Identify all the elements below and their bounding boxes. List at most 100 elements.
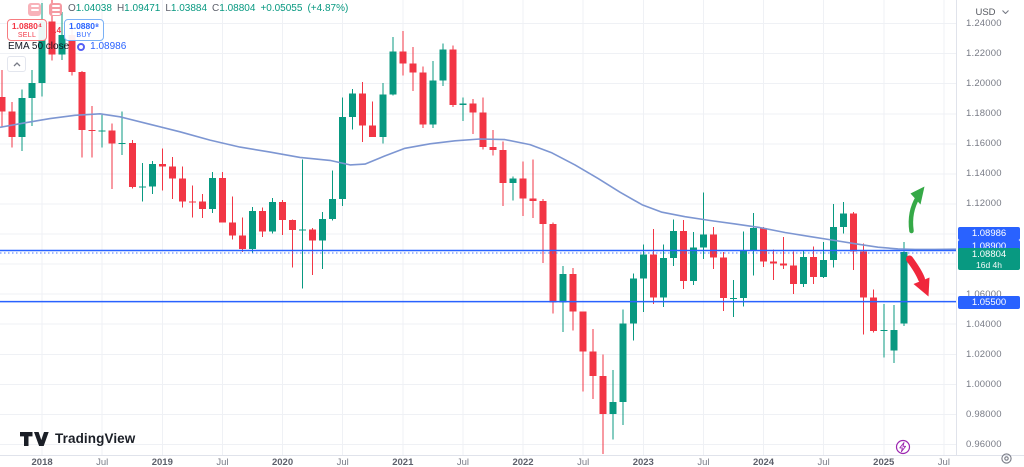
candle-body[interactable] [108, 130, 116, 144]
sell-button[interactable]: 1.0880⁴ SELL [7, 19, 47, 41]
candle-body[interactable] [870, 297, 878, 332]
price-axis-label[interactable]: 1.18000 [966, 108, 1002, 120]
price-axis-label[interactable]: 1.04000 [966, 318, 1002, 330]
price-axis-label[interactable]: 1.14000 [966, 168, 1002, 180]
candle-body[interactable] [128, 143, 136, 188]
time-axis-label[interactable]: Jul [937, 457, 950, 467]
time-axis-label[interactable]: 2023 [632, 457, 654, 467]
time-axis-label[interactable]: 2019 [151, 457, 173, 467]
candle-body[interactable] [28, 82, 36, 99]
candle-body[interactable] [760, 228, 768, 262]
candle-body[interactable] [449, 49, 457, 106]
candle-body[interactable] [329, 198, 337, 219]
price-axis-label[interactable]: 1.20000 [966, 78, 1002, 90]
candle-body[interactable] [669, 231, 677, 259]
candle-body[interactable] [158, 163, 166, 167]
up-arrow-annotation[interactable] [908, 186, 925, 234]
candle-body[interactable] [118, 143, 126, 145]
candle-body[interactable] [379, 94, 387, 137]
candle-body[interactable] [499, 149, 507, 184]
candle-body[interactable] [68, 35, 76, 72]
candle-body[interactable] [639, 254, 647, 279]
candle-body[interactable] [399, 51, 407, 64]
candle-body[interactable] [619, 323, 627, 403]
candle-body[interactable] [800, 256, 808, 285]
time-axis-label[interactable]: 2018 [31, 457, 53, 467]
tradingview-logo[interactable]: TradingView [20, 431, 135, 446]
ema-50-line[interactable] [0, 113, 957, 251]
candle-body[interactable] [629, 278, 637, 324]
candle-body[interactable] [289, 220, 297, 230]
candle-body[interactable] [389, 51, 397, 95]
candle-body[interactable] [709, 234, 717, 258]
candle-body[interactable] [58, 35, 66, 55]
lightning-icon[interactable] [895, 439, 911, 455]
candle-body[interactable] [840, 213, 848, 227]
candle-body[interactable] [208, 177, 216, 209]
candle-body[interactable] [178, 178, 186, 202]
currency-selector[interactable]: USD [964, 4, 1020, 20]
candle-body[interactable] [319, 218, 327, 241]
candle-body[interactable] [679, 231, 687, 282]
candle-body[interactable] [359, 93, 367, 126]
candle-body[interactable] [589, 351, 597, 377]
candle-body[interactable] [559, 273, 567, 303]
candle-body[interactable] [770, 261, 778, 264]
candle-body[interactable] [198, 201, 206, 209]
candle-body[interactable] [18, 98, 26, 137]
candle-body[interactable] [609, 402, 617, 415]
candle-body[interactable] [539, 201, 547, 224]
candle-body[interactable] [8, 111, 16, 137]
candle-body[interactable] [138, 186, 146, 188]
candle-body[interactable] [489, 146, 497, 150]
candle-body[interactable] [509, 178, 517, 184]
candle-body[interactable] [88, 129, 96, 132]
price-axis-label[interactable]: 0.98000 [966, 408, 1002, 420]
candle-body[interactable] [579, 311, 587, 352]
time-axis-label[interactable]: Jul [817, 457, 830, 467]
candle-body[interactable] [419, 72, 427, 125]
candle-body[interactable] [259, 211, 267, 232]
candle-body[interactable] [479, 112, 487, 147]
candle-body[interactable] [469, 103, 477, 113]
time-axis-label[interactable]: 2021 [392, 457, 414, 467]
candle-body[interactable] [299, 229, 307, 231]
candle-body[interactable] [409, 63, 417, 73]
down-arrow-annotation[interactable] [906, 255, 930, 297]
candle-body[interactable] [880, 329, 888, 332]
menu-icon[interactable] [28, 3, 41, 16]
candle-body[interactable] [780, 263, 788, 266]
price-axis-label[interactable]: 1.12000 [966, 198, 1002, 210]
candle-body[interactable] [830, 226, 838, 261]
candle-body[interactable] [659, 258, 667, 298]
time-axis-label[interactable]: Jul [216, 457, 229, 467]
price-axis-label[interactable]: 1.24000 [966, 18, 1002, 30]
legend-collapse-button[interactable] [7, 56, 26, 72]
list-menu-icon[interactable] [49, 3, 62, 16]
candle-body[interactable] [900, 251, 908, 324]
candle-body[interactable] [429, 80, 437, 125]
candle-body[interactable] [820, 260, 828, 278]
time-axis-label[interactable]: 2025 [873, 457, 895, 467]
candle-body[interactable] [699, 234, 707, 248]
candle-body[interactable] [349, 93, 357, 118]
candle-body[interactable] [38, 21, 46, 83]
candle-body[interactable] [739, 250, 747, 298]
candle-body[interactable] [890, 330, 898, 351]
time-axis-label[interactable]: Jul [336, 457, 349, 467]
indicator-legend[interactable]: EMA 50 close 1.08986 [8, 41, 126, 52]
candle-body[interactable] [218, 177, 226, 223]
candle-body[interactable] [0, 97, 6, 112]
candle-body[interactable] [850, 213, 858, 252]
candle-body[interactable] [238, 235, 246, 250]
price-axis-label[interactable]: 1.06000 [966, 288, 1002, 300]
candle-body[interactable] [148, 163, 156, 187]
candle-body[interactable] [860, 251, 868, 298]
candle-body[interactable] [459, 103, 467, 106]
time-axis-label[interactable]: Jul [456, 457, 469, 467]
candle-body[interactable] [719, 257, 727, 299]
candle-body[interactable] [98, 130, 106, 132]
price-axis-label[interactable]: 1.16000 [966, 138, 1002, 150]
candle-body[interactable] [529, 198, 537, 202]
